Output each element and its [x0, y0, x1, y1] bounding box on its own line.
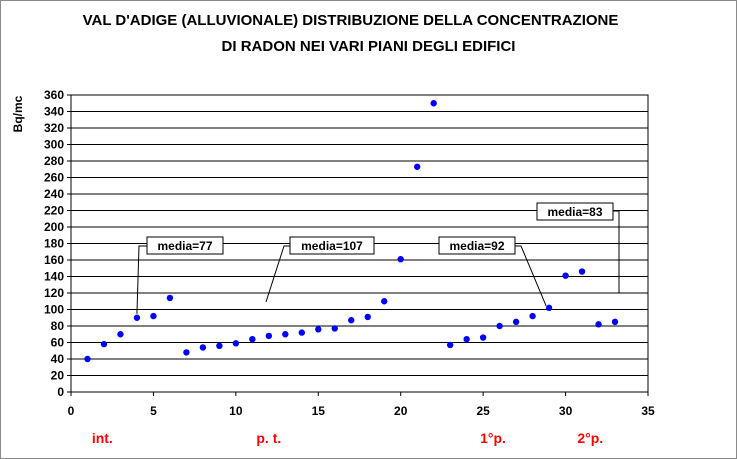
data-point: [331, 325, 338, 332]
annotation-callout: media=83: [536, 202, 620, 293]
data-point: [364, 313, 371, 321]
y-tick-label: 0: [57, 385, 64, 399]
x-tick-label: 15: [312, 404, 326, 418]
data-point: [216, 342, 223, 349]
annotation-label: media=92: [449, 239, 504, 253]
data-point: [348, 317, 355, 324]
annotation-callout: media=92: [438, 236, 547, 307]
section-label: 1°p.: [480, 430, 506, 446]
y-tick-label: 360: [44, 88, 64, 102]
x-tick-label: 20: [394, 404, 408, 418]
data-point: [595, 321, 602, 328]
annotation-box: [438, 236, 516, 255]
data-point: [249, 336, 256, 343]
section-label: p. t.: [256, 430, 281, 446]
annotation-box: [536, 202, 614, 221]
data-point: [199, 344, 207, 351]
y-tick-label: 140: [44, 270, 64, 284]
y-tick-label: 300: [44, 138, 64, 152]
y-axis-ticks: 0 20 40 60 80 100 120 140 160 180 200 220 240 260 280 3…: [44, 88, 71, 399]
data-point: [562, 272, 569, 279]
annotation-label: media=77: [157, 239, 212, 253]
y-tick-label: 160: [44, 253, 64, 267]
data-point: [117, 331, 124, 338]
annotation-callout: media=77: [136, 236, 224, 314]
annotations: media=77 media=107 media=92 media=83: [136, 202, 620, 314]
annotation-leader-line: [136, 245, 147, 314]
y-tick-label: 40: [51, 352, 65, 366]
gridlines: [71, 94, 648, 376]
data-point: [133, 314, 141, 321]
y-tick-label: 280: [44, 154, 64, 168]
data-point: [282, 331, 289, 338]
x-tick-label: 10: [229, 404, 243, 418]
y-tick-label: 100: [44, 303, 64, 317]
data-point: [414, 163, 421, 170]
annotation-box: [146, 236, 224, 255]
y-tick-label: 180: [44, 237, 64, 251]
data-point: [183, 349, 190, 356]
data-points: [84, 100, 619, 363]
y-axis-label: Bq/mc: [11, 95, 25, 132]
x-tick-label: 35: [641, 404, 655, 418]
y-tick-label: 260: [44, 171, 64, 185]
section-label: 2°p.: [577, 430, 603, 446]
x-tick-label: 5: [150, 404, 157, 418]
x-axis-ticks: 0 5 10 15 20 25 30 35: [68, 392, 655, 418]
y-tick-label: 20: [51, 369, 65, 383]
data-point: [529, 312, 536, 320]
data-point: [611, 318, 619, 326]
data-point: [545, 304, 553, 312]
annotation-callout: media=107: [265, 236, 375, 303]
data-point: [578, 268, 586, 275]
data-point: [446, 341, 454, 349]
annotation-leader-line: [613, 210, 620, 293]
section-labels: int. p. t. 1°p. 2°p.: [92, 430, 603, 446]
chart-title: VAL D'ADIGE (ALLUVIONALE) DISTRIBUZIONE …: [82, 12, 619, 29]
data-point: [150, 312, 157, 320]
y-tick-label: 60: [51, 336, 65, 350]
x-tick-label: 30: [559, 404, 573, 418]
annotation-leader-line: [515, 245, 547, 307]
y-tick-label: 340: [44, 105, 64, 119]
data-point: [479, 334, 487, 341]
y-tick-label: 80: [51, 319, 65, 333]
data-point: [232, 340, 240, 347]
y-tick-label: 220: [44, 204, 64, 218]
data-point: [496, 322, 503, 330]
section-label: int.: [92, 430, 113, 446]
data-point: [100, 340, 108, 348]
chart-subtitle: DI RADON NEI VARI PIANI DEGLI EDIFICI: [221, 38, 516, 55]
data-point: [463, 336, 470, 343]
data-point: [430, 100, 437, 107]
y-tick-label: 320: [44, 121, 64, 135]
annotation-box: [289, 236, 375, 255]
annotation-label: media=107: [301, 239, 363, 253]
x-tick-label: 25: [476, 404, 490, 418]
annotation-label: media=83: [547, 205, 602, 219]
x-tick-label: 0: [68, 404, 75, 418]
data-point: [315, 326, 322, 333]
data-point: [265, 332, 273, 340]
data-point: [512, 318, 520, 326]
y-tick-label: 240: [44, 187, 64, 201]
data-point: [166, 294, 174, 302]
data-point: [298, 329, 305, 336]
data-point: [84, 355, 91, 363]
y-tick-label: 200: [44, 220, 64, 234]
annotation-leader-line: [265, 245, 290, 303]
data-point: [397, 255, 404, 263]
y-tick-label: 120: [44, 286, 64, 300]
data-point: [381, 298, 388, 305]
